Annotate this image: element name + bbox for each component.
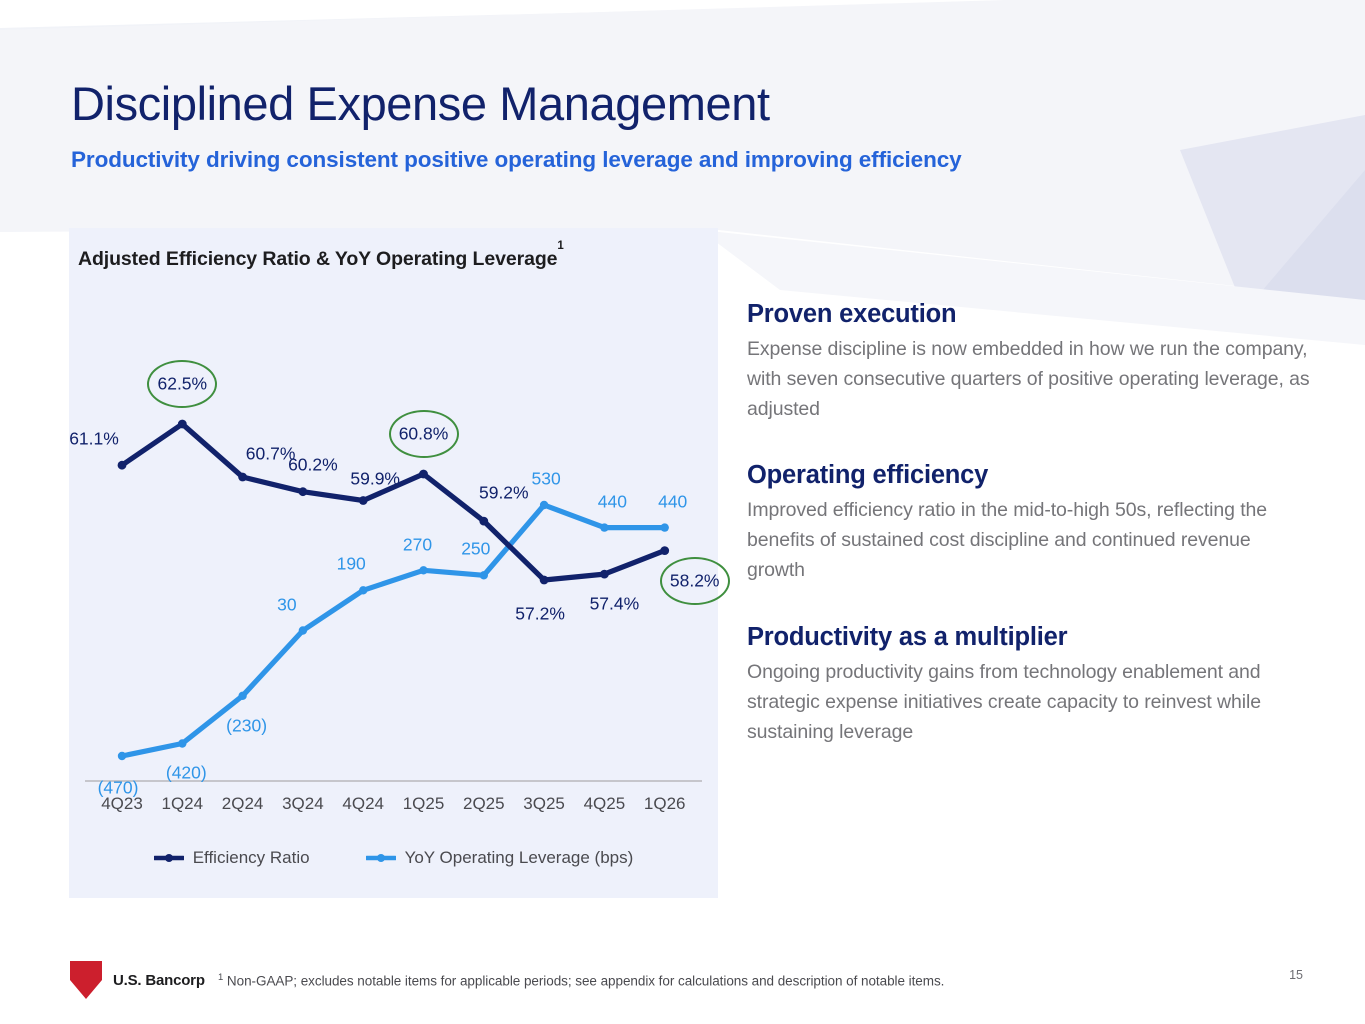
data-point-marker[interactable] [359, 586, 368, 595]
x-axis-tick-3q25: 3Q25 [523, 794, 565, 813]
data-point-marker[interactable] [117, 460, 127, 470]
data-label-4q25-operating-leverage: 440 [597, 491, 627, 512]
highlight-block-1: Proven execution Expense discipline is no… [747, 300, 1313, 424]
highlight-heading: Proven execution [747, 300, 957, 328]
data-point-marker[interactable] [298, 487, 308, 497]
data-label-2q24-operating-leverage: (230) [226, 715, 268, 736]
x-axis-tick-2q25: 2Q25 [463, 794, 505, 813]
data-point-marker[interactable] [358, 496, 368, 505]
data-label-3q25-efficiency-ratio: 57.2% [515, 603, 565, 624]
brand-name: U.S. Bancorp [113, 971, 205, 989]
series-line-yoy-operating-leverage [117, 500, 669, 761]
footnote-marker: 1 [218, 972, 224, 983]
chart-plot-area: 4Q23 1Q24 2Q24 3Q24 4Q24 1Q25 2Q25 3Q25 4Q25 1Q26… [69, 228, 730, 898]
slide-header: Disciplined Expense Management Productiv… [71, 77, 962, 173]
chart-lines-svg [85, 419, 702, 782]
data-point-marker[interactable] [117, 751, 127, 761]
data-label-3q25-operating-leverage: 530 [531, 468, 561, 489]
data-label-4q24-efficiency-ratio: 59.9% [350, 468, 400, 489]
data-label-3q24-efficiency-ratio: 60.2% [288, 454, 338, 475]
data-label-2q25-operating-leverage: 250 [461, 538, 491, 559]
data-label-4q24-operating-leverage: 190 [336, 553, 366, 574]
data-label-1q24-operating-leverage: (420) [165, 762, 207, 783]
data-point-marker[interactable] [238, 472, 248, 482]
data-label-4q25-efficiency-ratio: 57.4% [589, 593, 640, 614]
highlight-block-2: Operating efficiency Improved efficiency … [747, 461, 1313, 585]
data-point-marker[interactable] [479, 516, 489, 526]
data-point-marker[interactable] [600, 523, 609, 532]
legend-label: Efficiency Ratio [192, 848, 310, 867]
legend-line-marker-icon [153, 854, 184, 862]
highlight-body: Improved efficiency ratio in the mid-to-… [747, 499, 1268, 582]
data-label-4q23-efficiency-ratio: 61.1% [69, 428, 119, 449]
page-subtitle: Productivity driving consistent positive… [71, 146, 962, 172]
highlight-heading: Operating efficiency [747, 461, 989, 490]
data-label-2q25-efficiency-ratio: 59.2% [478, 482, 529, 503]
x-axis-tick-2q24: 2Q24 [221, 794, 264, 813]
data-point-marker[interactable] [600, 569, 609, 579]
legend-item[interactable]: Efficiency Ratio [153, 848, 310, 868]
data-point-marker[interactable] [660, 546, 670, 555]
bg-chevron-right [1180, 115, 1365, 300]
highlight-body: Expense discipline is now embedded in ho… [747, 338, 1310, 420]
data-label-2q24-efficiency-ratio: 60.7% [245, 443, 296, 464]
series-path [119, 421, 668, 583]
series-line-efficiency-ratio [117, 419, 670, 585]
footnote: 1 Non-GAAP; excludes notable items for a… [218, 972, 944, 989]
data-label-4q23-operating-leverage: (470) [97, 777, 139, 798]
slide-footer: U.S. Bancorp 1 Non-GAAP; excludes notabl… [0, 944, 1365, 1024]
series-path [119, 502, 668, 759]
x-axis-tick-4q24: 4Q24 [342, 794, 384, 813]
data-label-1q25-efficiency-ratio: 60.8% [398, 423, 449, 444]
highlight-heading: Productivity as a multiplier [747, 622, 1068, 651]
highlight-body: Ongoing productivity gains from technolo… [747, 660, 1261, 743]
data-point-marker[interactable] [539, 575, 549, 585]
data-point-marker[interactable] [419, 566, 428, 575]
data-point-marker[interactable] [177, 419, 187, 429]
bg-chevron-right-2 [1250, 170, 1365, 310]
us-bancorp-shield-icon [70, 961, 102, 999]
legend-item[interactable]: YoY Operating Leverage (bps) [365, 848, 634, 868]
data-label-3q24-operating-leverage: 30 [277, 594, 297, 614]
page-number: 15 [1289, 968, 1303, 982]
data-point-marker[interactable] [178, 739, 187, 748]
page-title: Disciplined Expense Management [71, 77, 770, 130]
data-label-1q26-operating-leverage: 440 [658, 491, 688, 512]
data-point-marker[interactable] [660, 523, 669, 532]
data-label-1q25-operating-leverage: 270 [402, 534, 433, 555]
brand-lockup: U.S. Bancorp [69, 960, 205, 1000]
x-axis-tick-3q24: 3Q24 [282, 794, 324, 813]
x-axis-tick-4q25: 4Q25 [583, 794, 626, 813]
highlights-column: Proven execution Expense discipline is no… [747, 300, 1313, 747]
legend-label: YoY Operating Leverage (bps) [404, 848, 634, 867]
data-point-marker[interactable] [539, 500, 549, 510]
data-point-marker[interactable] [238, 691, 247, 700]
x-axis-tick-4q23: 4Q23 [101, 794, 143, 813]
legend-line-marker-icon [365, 854, 396, 862]
x-axis-tick-1q26: 1Q26 [643, 794, 686, 813]
data-point-marker[interactable] [479, 571, 488, 580]
footnote-text: Non-GAAP; excludes notable items for app… [223, 973, 945, 989]
x-axis-tick-1q24: 1Q24 [161, 794, 204, 813]
data-point-marker[interactable] [419, 469, 428, 479]
chart-legend: Efficiency Ratio YoY Operating Leverage (… [69, 848, 718, 868]
data-label-1q24-efficiency-ratio: 62.5% [157, 373, 208, 394]
highlight-block-3: Productivity as a multiplier Ongoing prod… [747, 623, 1313, 747]
data-point-marker[interactable] [298, 626, 308, 635]
x-axis-tick-1q25: 1Q25 [402, 794, 445, 813]
chart-panel: Adjusted Efficiency Ratio & YoY Operatin… [69, 228, 730, 898]
data-label-1q26-efficiency-ratio: 58.2% [669, 570, 720, 591]
